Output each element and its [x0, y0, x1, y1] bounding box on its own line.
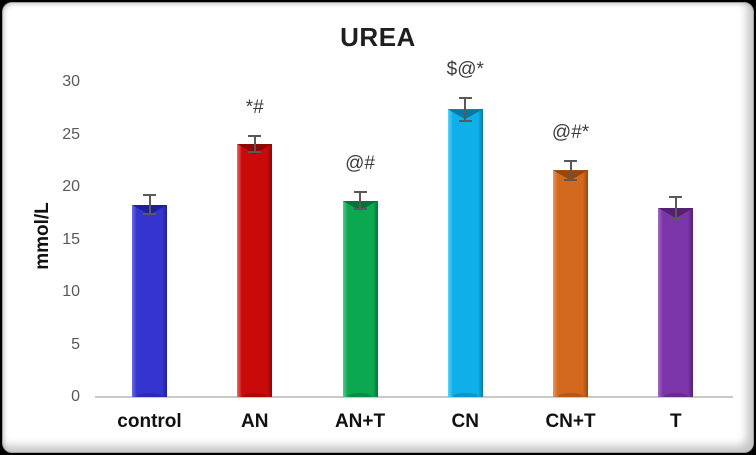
bar-control [132, 204, 167, 397]
bar-CN+T [553, 170, 589, 397]
bar-bottom-bevel [453, 392, 478, 397]
error-bar-cap-bottom-AN+T [353, 208, 367, 211]
category-label-CN+T: CN+T [545, 411, 596, 432]
error-bar-cap-top-CN [458, 96, 472, 99]
error-bar-CN+T [569, 159, 572, 181]
bar-T [658, 208, 694, 397]
category-label-T: T [669, 411, 682, 432]
bar-bottom-bevel [137, 392, 162, 397]
error-bar-cap-top-control [143, 194, 156, 197]
error-bar-CN [464, 96, 467, 122]
bar-AN+T [342, 200, 378, 397]
error-bar-cap-top-AN+T [353, 191, 367, 194]
bar-bottom-bevel [347, 392, 373, 397]
chart-title: UREA [340, 22, 416, 52]
y-tick-label-5: 5 [71, 335, 80, 353]
bar-bottom-bevel [558, 392, 583, 397]
bar-bottom-bevel [663, 393, 689, 397]
y-tick-label-0: 0 [71, 388, 80, 405]
error-bar-cap-bottom-AN [248, 151, 262, 154]
error-bar-cap-top-T [669, 196, 683, 199]
y-tick-label-10: 10 [62, 283, 80, 300]
category-label-control: control [117, 411, 182, 432]
significance-annotation-CN: $@* [446, 58, 484, 80]
error-bar-AN [253, 134, 256, 154]
category-label-AN+T: AN+T [334, 411, 386, 432]
error-bar-cap-top-AN [248, 134, 262, 137]
error-bar-control [148, 194, 151, 216]
y-tick-label-20: 20 [62, 178, 80, 195]
error-bar-cap-bottom-CN [458, 119, 472, 122]
error-bar-cap-top-CN+T [564, 159, 578, 162]
category-label-AN: AN [241, 411, 269, 432]
bar-AN [237, 143, 273, 397]
y-tick-label-25: 25 [62, 125, 80, 143]
error-bar-cap-bottom-T [669, 217, 683, 220]
y-tick-label-30: 30 [62, 73, 80, 90]
significance-annotation-CN+T: @#* [551, 121, 590, 143]
y-tick-label-15: 15 [62, 230, 80, 248]
bar-bottom-bevel [242, 392, 267, 397]
x-axis-line [95, 396, 733, 398]
significance-annotation-AN: *# [245, 96, 264, 118]
error-bar-cap-bottom-control [143, 213, 156, 216]
bar-CN [447, 109, 483, 397]
error-bar-AN+T [359, 191, 362, 211]
significance-annotation-AN+T: @# [345, 153, 375, 175]
error-bar-T [674, 196, 677, 220]
category-label-CN: CN [451, 411, 479, 432]
error-bar-cap-bottom-CN+T [564, 178, 578, 181]
